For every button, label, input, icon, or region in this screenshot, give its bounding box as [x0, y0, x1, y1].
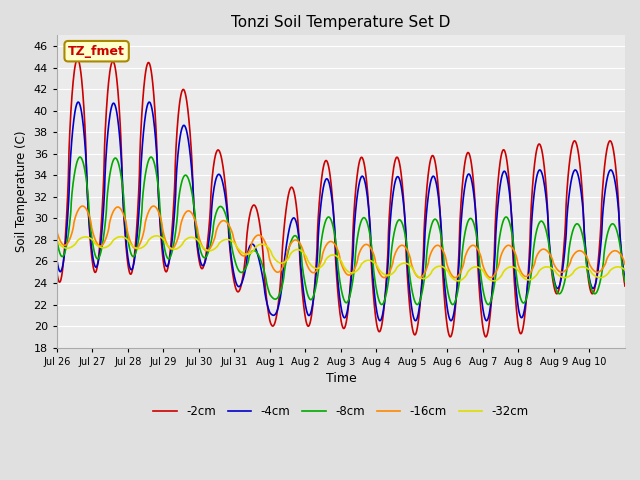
-8cm [378, 301, 386, 307]
-4cm [74, 99, 82, 105]
-8cm [559, 286, 566, 291]
-8cm [476, 261, 483, 266]
-32cm [326, 252, 334, 258]
-8cm [53, 237, 61, 242]
-8cm [326, 216, 334, 221]
-32cm [476, 265, 483, 271]
-16cm [326, 239, 334, 244]
-4cm [559, 265, 566, 271]
-16cm [559, 269, 566, 275]
Line: -4cm: -4cm [57, 102, 625, 321]
-8cm [142, 168, 150, 174]
-2cm [316, 195, 323, 201]
-4cm [142, 108, 150, 114]
-16cm [614, 249, 622, 255]
-2cm [326, 175, 334, 180]
-16cm [53, 228, 61, 234]
-4cm [53, 256, 61, 262]
-4cm [316, 215, 323, 220]
-32cm [316, 265, 323, 271]
Line: -32cm: -32cm [57, 236, 625, 281]
-16cm [150, 203, 157, 209]
-2cm [614, 198, 622, 204]
-16cm [487, 275, 495, 280]
Line: -8cm: -8cm [57, 157, 625, 304]
-32cm [559, 275, 566, 280]
-2cm [476, 290, 483, 296]
-32cm [490, 278, 497, 284]
-16cm [621, 262, 629, 267]
-8cm [621, 279, 629, 285]
-4cm [412, 318, 419, 324]
-16cm [316, 262, 323, 268]
-32cm [621, 267, 629, 273]
-16cm [142, 218, 150, 224]
-8cm [76, 154, 84, 160]
Y-axis label: Soil Temperature (C): Soil Temperature (C) [15, 131, 28, 252]
-8cm [614, 234, 622, 240]
-2cm [447, 334, 454, 340]
-2cm [142, 67, 150, 72]
-32cm [152, 233, 160, 239]
Title: Tonzi Soil Temperature Set D: Tonzi Soil Temperature Set D [231, 15, 451, 30]
-8cm [316, 255, 323, 261]
-16cm [476, 249, 483, 255]
-32cm [142, 242, 150, 248]
-2cm [559, 257, 566, 263]
-4cm [614, 205, 622, 211]
-32cm [614, 264, 622, 270]
-4cm [476, 275, 483, 280]
-32cm [53, 238, 61, 244]
Text: TZ_fmet: TZ_fmet [68, 45, 125, 58]
X-axis label: Time: Time [326, 372, 356, 385]
Line: -16cm: -16cm [57, 206, 625, 277]
-2cm [621, 283, 629, 289]
Legend: -2cm, -4cm, -8cm, -16cm, -32cm: -2cm, -4cm, -8cm, -16cm, -32cm [148, 400, 534, 423]
-2cm [74, 56, 81, 62]
-4cm [326, 186, 334, 192]
Line: -2cm: -2cm [57, 59, 625, 337]
-2cm [53, 269, 61, 275]
-4cm [621, 276, 629, 282]
